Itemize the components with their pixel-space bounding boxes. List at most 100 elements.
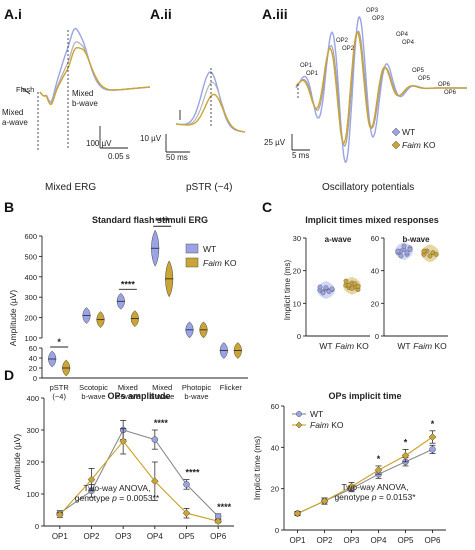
ai-scale-t-label: 0.05 s — [108, 152, 130, 161]
chart-d1-anova-line2: genotype p = 0.0053** — [75, 493, 160, 503]
aiii-legend-marker-0 — [391, 127, 401, 137]
aiii-scale-v-label: 25 µV — [264, 138, 286, 147]
chart-d-ops-implicit-time: OPs implicit time Implicit time (ms) 0 20 40… — [252, 391, 446, 545]
chart-b-category-label: Photopic — [182, 383, 211, 392]
aiii-legend: WT Faim KO — [391, 127, 436, 150]
op-label-wt-2: OP2 — [336, 38, 349, 44]
chart-d2-legend-label-1: Faim KO — [310, 420, 344, 430]
chart-d1-significance: **** — [217, 502, 232, 512]
chart-d2-legend-label-0: WT — [310, 409, 323, 419]
chart-c-subplot-title-1: b-wave — [402, 235, 430, 244]
chart-c-ytick-label: 20 — [371, 299, 379, 308]
chart-c-point-ko — [433, 251, 439, 257]
panel-label-aii: A.ii — [150, 6, 172, 22]
chart-c-title: Implicit times mixed responses — [305, 215, 439, 225]
chart-c-ytick-label: 40 — [371, 267, 379, 276]
chart-b-ytick-label: 500 — [24, 252, 37, 261]
chart-b-ytick-label: 100 — [24, 334, 37, 343]
chart-c-ytick-label: 0 — [297, 332, 301, 341]
chart-b-category-label: (−4) — [52, 392, 66, 401]
chart-c-ylabel: Implicit time (ms) — [283, 259, 292, 320]
aiii-legend-label-0: WT — [402, 127, 415, 137]
chart-d1-point-ko — [55, 510, 64, 519]
chart-b-significance: * — [57, 337, 61, 347]
aii-scale-v-label: 10 µV — [140, 134, 162, 143]
mixed-awave-label: Mixed a-wave — [2, 108, 28, 127]
aiii-legend-label-1: Faim KO — [402, 140, 436, 150]
chart-c-violin-ko-1 — [421, 244, 439, 263]
ai-caption: Mixed ERG — [45, 182, 96, 193]
aii-trace-wt — [175, 71, 246, 133]
op-label-ko-4: OP4 — [402, 40, 415, 46]
chart-b-ytick-label: 0 — [33, 374, 37, 383]
chart-d2-point-wt — [429, 446, 436, 453]
chart-d2-ytick-label: 20 — [271, 485, 279, 494]
panel-label-d: D — [4, 367, 14, 383]
flash-label: Flash — [16, 85, 34, 94]
chart-c-ytick-label: 10 — [293, 299, 301, 308]
chart-d2-xtick-label: OP4 — [370, 536, 387, 545]
chart-d1-ytick-label: 200 — [26, 458, 39, 467]
chart-d1-point-ko — [150, 477, 159, 486]
op-label-wt-3: OP3 — [366, 8, 379, 14]
chart-c-point-ko — [343, 278, 349, 284]
chart-c-point-ko — [349, 285, 355, 291]
chart-c-point-wt — [329, 286, 335, 292]
chart-d1-ytick-label: 0 — [35, 522, 39, 531]
chart-d2-anova-line1: Two-way ANOVA, — [342, 482, 409, 492]
chart-b-category-label: pSTR — [50, 383, 70, 392]
chart-c-xtick-1-0: WT — [397, 341, 410, 351]
chart-d1-ylabel: Amplitude (µV) — [12, 434, 22, 491]
chart-d2-xtick-label: OP3 — [343, 536, 360, 545]
chart-d2-xtick-label: OP1 — [289, 536, 306, 545]
chart-b-category-label: b-wave — [184, 392, 208, 401]
chart-d2-ytick-label: 40 — [271, 443, 279, 452]
chart-b-standard-flash: Standard flash stimuli ERG Amplitude (µV)… — [8, 215, 248, 401]
chart-d2-anova-line2: genotype p = 0.0153* — [334, 492, 416, 502]
chart-d1-line-wt — [59, 429, 219, 517]
chart-b-category-label: Flicker — [220, 383, 243, 392]
chart-c-subplot-title-0: a-wave — [325, 235, 352, 244]
chart-b-title: Standard flash stimuli ERG — [92, 215, 208, 225]
chart-d1-line-ko — [59, 440, 219, 522]
chart-d1-point-ko — [214, 517, 223, 526]
chart-b-ytick-label: 300 — [24, 293, 37, 302]
op-label-ko-5: OP5 — [418, 76, 431, 82]
chart-c-point-wt — [395, 248, 401, 254]
chart-b-category-label: Mixed — [118, 383, 138, 392]
chart-d1-ytick-label: 300 — [26, 426, 39, 435]
oscillatory-potential-traces: OP1 OP1 OP2 OP2 OP3 OP3 OP4 OP4 OP5 OP5 OP6 OP6 — [295, 8, 467, 164]
chart-b-ytick-label: 20 — [29, 364, 37, 373]
chart-d1-ytick-label: 100 — [26, 490, 39, 499]
chart-b-significance: **** — [121, 279, 136, 289]
chart-c-point-ko — [352, 281, 358, 287]
panel-label-aiii: A.iii — [262, 6, 288, 22]
chart-c-point-wt — [401, 243, 407, 249]
chart-d1-point-wt — [151, 436, 159, 443]
chart-b-legend-label-0: WT — [203, 244, 216, 254]
op-label-wt-4: OP4 — [396, 32, 409, 38]
chart-b-ytick-label: 600 — [24, 232, 37, 241]
chart-c-implicit-times: Implicit times mixed responses Implicit t… — [283, 215, 448, 351]
chart-c-ytick-label: 30 — [293, 234, 301, 243]
aii-caption: pSTR (−4) — [186, 182, 232, 193]
chart-d2-title: OPs implicit time — [328, 391, 401, 401]
chart-c-point-ko — [421, 248, 427, 254]
chart-b-category-label: b-wave — [81, 392, 105, 401]
chart-d2-significance: * — [377, 454, 381, 464]
chart-d1-point-ko — [119, 437, 128, 446]
chart-d2-legend-marker-0 — [296, 411, 302, 417]
panel-label-ai: A.i — [4, 6, 22, 22]
chart-d2-ytick-label: 0 — [275, 526, 279, 535]
chart-b-category-label: Scotopic — [79, 383, 108, 392]
chart-d1-xtick-label: OP1 — [52, 532, 69, 541]
chart-c-point-wt — [407, 247, 413, 252]
chart-c-point-wt — [323, 285, 329, 291]
chart-b-category-label: Mixed — [152, 383, 172, 392]
chart-d2-significance: * — [404, 437, 408, 447]
chart-d2-xtick-label: OP5 — [397, 536, 414, 545]
chart-c-point-wt — [398, 253, 404, 259]
chart-d2-xtick-label: OP2 — [316, 536, 333, 545]
aiii-scale-t-label: 5 ms — [292, 151, 309, 160]
